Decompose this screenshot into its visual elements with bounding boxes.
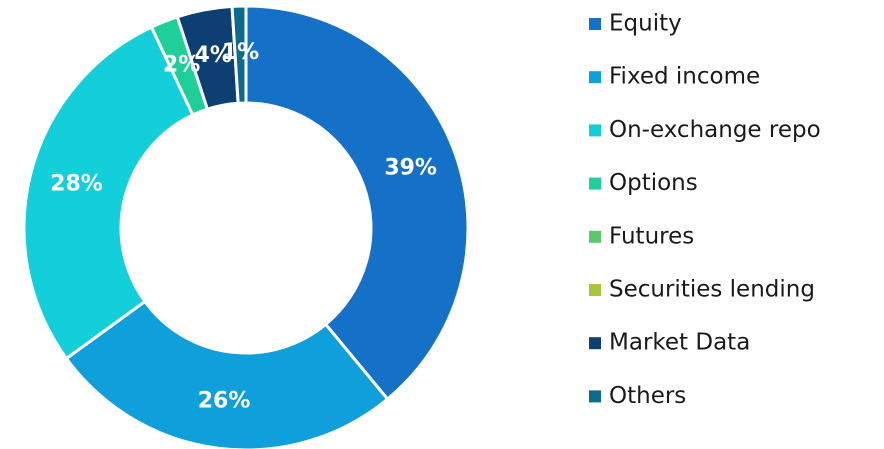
legend-swatch [589, 124, 601, 137]
legend-swatch [589, 337, 601, 350]
slice [22, 25, 195, 361]
legend-swatch [589, 71, 601, 84]
value-label: 26% [198, 389, 251, 414]
legend-label: Fixed income [609, 64, 760, 90]
slice [244, 4, 470, 402]
value-label: 1% [222, 40, 259, 65]
legend-swatch [589, 230, 601, 243]
value-label: 2% [163, 52, 200, 77]
value-label: 39% [384, 156, 437, 181]
slice [230, 4, 248, 105]
legend-label: Equity [609, 11, 682, 37]
legend-swatch [589, 177, 601, 190]
legend-label: On-exchange repo [609, 117, 821, 143]
legend-swatch [589, 18, 601, 30]
legend-swatch [589, 390, 601, 403]
legend-label: Futures [609, 223, 694, 249]
legend-label: Options [609, 170, 698, 196]
legend-label: Others [609, 383, 686, 409]
legend-label: Market Data [609, 330, 750, 356]
value-label: 4% [195, 43, 232, 68]
legend-swatch [589, 284, 601, 296]
legend-label: Securities lending [609, 277, 815, 303]
value-label: 28% [50, 171, 103, 196]
slice [64, 299, 390, 449]
